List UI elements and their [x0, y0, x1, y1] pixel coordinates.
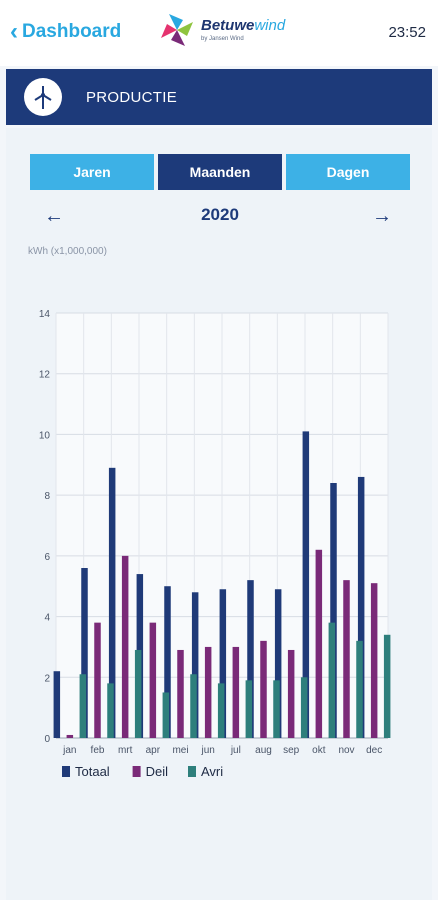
bar-totaal: [302, 431, 310, 738]
brand-name-light: wind: [254, 17, 286, 34]
bar-avri: [245, 680, 253, 738]
period-tabs: Jaren Maanden Dagen: [30, 154, 410, 190]
year-navigator: ← 2020 →: [30, 202, 410, 230]
bar-totaal: [53, 671, 61, 738]
y-tick-label: 0: [44, 734, 50, 745]
y-tick-label: 6: [44, 552, 50, 563]
y-tick-label: 2: [44, 673, 50, 684]
bar-avri: [328, 622, 336, 738]
x-tick-label: okt: [312, 745, 326, 756]
y-tick-label: 8: [44, 491, 50, 502]
bar-deil: [149, 622, 157, 738]
bar-avri: [162, 692, 170, 738]
clock: 23:52: [388, 24, 426, 41]
bar-totaal: [108, 467, 116, 738]
bar-avri: [383, 634, 391, 738]
x-tick-label: mei: [172, 745, 188, 756]
legend-swatch-deil: [132, 766, 141, 777]
y-tick-label: 14: [39, 309, 51, 320]
bar-deil: [177, 649, 184, 738]
bar-avri: [217, 683, 225, 738]
back-button[interactable]: ‹ Dashboard: [10, 20, 121, 44]
production-bar-chart: 0 2 4 6 8 10 12 14 jan feb mrt apr mei jun jul aug sep ok…: [39, 309, 391, 779]
bar-deil: [315, 549, 323, 738]
x-tick-label: jun: [200, 745, 214, 756]
tab-maanden[interactable]: Maanden: [158, 154, 282, 190]
tab-jaren[interactable]: Jaren: [30, 154, 154, 190]
legend-swatch-totaal: [62, 766, 70, 777]
bar-totaal: [191, 592, 199, 738]
production-panel: Jaren Maanden Dagen ← 2020 → kWh (x1,000…: [6, 128, 432, 900]
wind-turbine-icon: [24, 78, 62, 116]
bar-totaal: [357, 476, 365, 738]
y-tick-label: 10: [39, 430, 51, 441]
x-tick-label: dec: [366, 745, 382, 756]
pinwheel-logo-icon: [161, 14, 193, 46]
x-tick-label: sep: [283, 745, 300, 756]
bar-deil: [94, 622, 101, 738]
brand-name-bold: Betuwe: [201, 17, 255, 34]
bar-deil: [121, 555, 129, 738]
x-tick-label: mrt: [118, 745, 133, 756]
back-label: Dashboard: [22, 21, 122, 42]
legend-swatch-avri: [188, 766, 196, 777]
y-tick-label: 12: [39, 370, 51, 381]
brand-tagline: by Jansen Wind: [201, 36, 244, 42]
x-tick-label: nov: [338, 745, 354, 756]
current-year: 2020: [201, 205, 239, 224]
bar-avri: [300, 677, 308, 738]
x-tick-label: jul: [230, 745, 241, 756]
bar-totaal: [274, 589, 282, 738]
bar-deil: [204, 646, 212, 738]
bar-totaal: [164, 586, 171, 738]
y-tick-label: 4: [44, 613, 50, 624]
bar-avri: [134, 649, 142, 738]
bar-deil: [66, 734, 74, 738]
chevron-left-icon: ‹: [10, 18, 18, 45]
bar-avri: [273, 680, 280, 738]
bar-avri: [79, 674, 87, 738]
bar-deil: [370, 583, 378, 738]
bar-totaal: [81, 568, 88, 738]
legend-label-totaal: Totaal: [75, 764, 110, 779]
bar-totaal: [219, 589, 227, 738]
bar-deil: [287, 649, 295, 738]
x-tick-label: jan: [62, 745, 76, 756]
top-bar: ‹ Dashboard Betuwewind by Jansen Wind 23…: [0, 0, 438, 66]
bar-totaal: [247, 580, 254, 738]
previous-year-arrow-icon[interactable]: ←: [44, 205, 64, 227]
next-year-arrow-icon[interactable]: →: [372, 205, 392, 227]
bar-avri: [107, 683, 114, 738]
x-tick-label: feb: [91, 745, 105, 756]
legend-label-avri: Avri: [201, 764, 223, 779]
section-title: PRODUCTIE: [86, 89, 178, 106]
y-axis-unit-label: kWh (x1,000,000): [28, 246, 107, 257]
bar-deil: [343, 580, 350, 738]
x-tick-label: apr: [146, 745, 161, 756]
section-banner: PRODUCTIE: [6, 69, 432, 125]
bar-avri: [356, 640, 363, 738]
bar-deil: [232, 646, 240, 738]
brand-logo: Betuwewind by Jansen Wind: [157, 10, 285, 50]
tab-dagen[interactable]: Dagen: [286, 154, 410, 190]
bar-totaal: [330, 483, 337, 738]
legend-label-deil: Deil: [146, 764, 169, 779]
bar-avri: [190, 674, 197, 738]
x-tick-label: aug: [255, 745, 272, 756]
bar-deil: [260, 640, 267, 738]
